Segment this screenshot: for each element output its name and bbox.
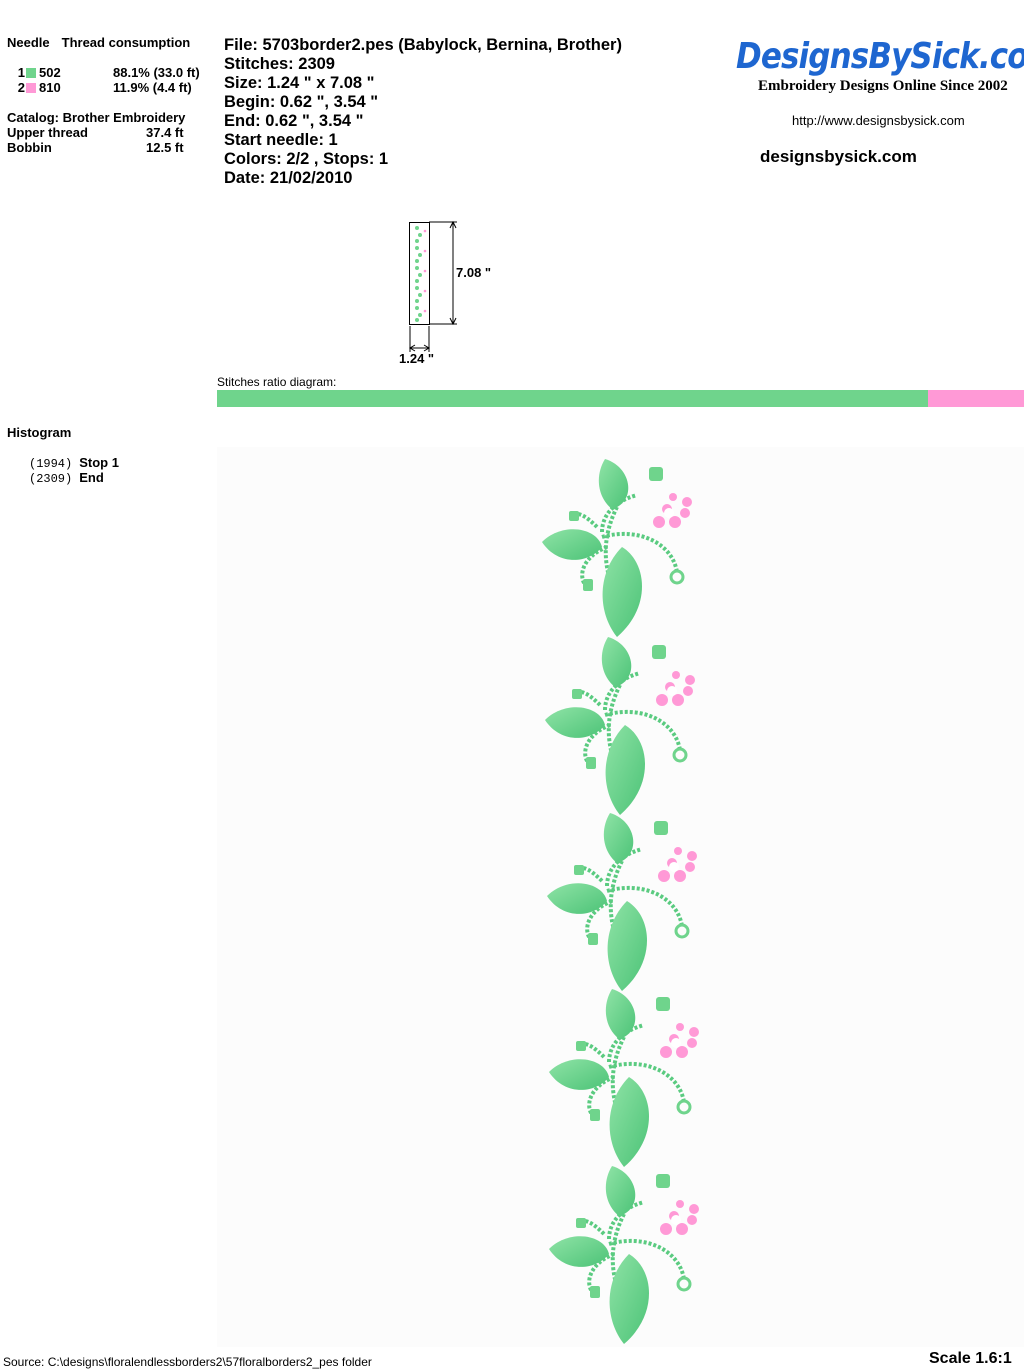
bobbin-label: Bobbin	[7, 140, 52, 155]
needle-number: 1	[17, 65, 25, 80]
needle-row-2: 2 810 11.9% (4.4 ft)	[17, 80, 192, 95]
upper-thread-row: Upper thread 37.4 ft	[7, 125, 184, 140]
file-name: File: 5703border2.pes (Babylock, Bernina…	[224, 36, 622, 54]
histogram-row: (1994) Stop 1	[29, 455, 119, 471]
site-url[interactable]: http://www.designsbysick.com	[792, 113, 965, 128]
design-size: Size: 1.24 " x 7.08 "	[224, 74, 375, 92]
histogram-label: End	[79, 470, 104, 485]
stitches-ratio-bar	[217, 390, 1024, 407]
needle-row-1: 1 502 88.1% (33.0 ft)	[17, 65, 200, 80]
thread-percentage: 88.1% (33.0 ft)	[113, 65, 200, 80]
date: Date: 21/02/2010	[224, 169, 353, 187]
histogram-count: (1994)	[29, 457, 73, 471]
thread-code: 810	[39, 80, 61, 95]
histogram-label: Stop 1	[79, 455, 119, 470]
width-dimension-label: 1.24 "	[399, 351, 435, 366]
histogram-count: (2309)	[29, 472, 73, 486]
end-position: End: 0.62 ", 3.54 "	[224, 112, 364, 130]
thumbnail-pattern-icon	[415, 226, 427, 322]
start-needle: Start needle: 1	[224, 131, 338, 149]
logo-tagline: Embroidery Designs Online Since 2002	[758, 78, 1008, 94]
colors-stops: Colors: 2/2 , Stops: 1	[224, 150, 389, 168]
dimension-lines	[409, 220, 457, 352]
thread-code: 502	[39, 65, 61, 80]
bobbin-row: Bobbin 12.5 ft	[7, 140, 184, 155]
thread-percentage: 11.9% (4.4 ft)	[113, 80, 192, 95]
color-swatch-pink	[26, 83, 36, 93]
color-swatch-green	[26, 68, 36, 78]
needle-thread-header: Needle Thread consumption	[7, 35, 190, 50]
thread-consumption-header: Thread consumption	[61, 35, 191, 50]
ratio-segment-green	[217, 390, 928, 407]
source-path: Source: C:\designs\floralendlessborders2…	[3, 1355, 372, 1369]
begin-position: Begin: 0.62 ", 3.54 "	[224, 93, 379, 111]
file-info: File: 5703border2.pes (Babylock, Bernina…	[224, 36, 622, 188]
logo: DesignsBySick.com	[736, 34, 1024, 80]
catalog-label: Catalog: Brother Embroidery	[7, 110, 186, 125]
design-thumbnail	[409, 222, 430, 325]
embroidery-pattern-icon	[540, 457, 701, 1346]
height-dimension-label: 7.08 "	[456, 265, 492, 280]
scale-label: Scale 1.6:1	[929, 1350, 1012, 1367]
ratio-diagram-label: Stitches ratio diagram:	[217, 375, 337, 389]
stitch-count: Stitches: 2309	[224, 55, 335, 73]
histogram-row: (2309) End	[29, 470, 104, 486]
upper-thread-label: Upper thread	[7, 125, 88, 140]
upper-thread-value: 37.4 ft	[146, 125, 184, 140]
needle-number: 2	[17, 80, 25, 95]
design-preview	[217, 447, 1024, 1347]
logo-wordmark: DesignsBySick.com	[736, 36, 1024, 77]
histogram-title: Histogram	[7, 425, 72, 440]
needle-header: Needle	[7, 35, 50, 50]
ratio-segment-pink	[927, 390, 1024, 407]
bobbin-value: 12.5 ft	[146, 140, 184, 155]
site-name[interactable]: designsbysick.com	[760, 147, 917, 166]
